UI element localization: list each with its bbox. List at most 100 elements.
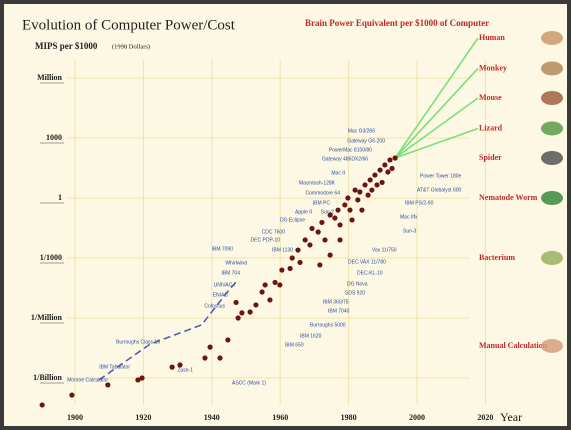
data-point bbox=[335, 207, 341, 213]
brain-level-icon bbox=[541, 31, 563, 45]
chart-title: Evolution of Computer Power/Cost bbox=[22, 17, 236, 33]
machine-label: Mac II bbox=[331, 170, 345, 176]
y-tick-label: 1000 bbox=[46, 133, 62, 142]
y-tick-label: Million bbox=[37, 73, 62, 82]
data-point bbox=[69, 392, 75, 398]
data-point bbox=[169, 364, 175, 370]
brain-level-icon bbox=[541, 91, 563, 105]
machine-label: Zuse-1 bbox=[177, 367, 193, 373]
grid bbox=[66, 60, 486, 405]
data-point bbox=[345, 195, 351, 201]
machine-label: IBM PC bbox=[313, 200, 331, 206]
data-point bbox=[302, 237, 308, 243]
brain-level-label: Bacterium bbox=[479, 253, 515, 262]
x-tick-label: 2000 bbox=[409, 413, 425, 422]
data-point bbox=[225, 337, 231, 343]
y-tick-label: 1/Billion bbox=[33, 373, 62, 382]
brain-level-label: Lizard bbox=[479, 123, 503, 132]
data-point bbox=[105, 382, 111, 388]
trend-extrapolation bbox=[394, 67, 479, 159]
data-point bbox=[317, 262, 323, 268]
brain-level-label: Mouse bbox=[479, 93, 502, 102]
trend-extrapolation bbox=[394, 127, 479, 159]
machine-label: IBM 1620 bbox=[300, 333, 322, 339]
machine-label: PowerMac 8100/80 bbox=[329, 147, 372, 153]
machine-label: Sun-2 bbox=[321, 209, 335, 215]
data-point bbox=[362, 182, 368, 188]
data-point bbox=[342, 202, 348, 208]
machine-label: Mac G3/266 bbox=[348, 128, 375, 134]
x-axis-label: Year bbox=[500, 410, 522, 424]
machine-label: IBM 7040 bbox=[328, 308, 350, 314]
data-point bbox=[247, 309, 253, 315]
data-point bbox=[327, 212, 333, 218]
right-title: Brain Power Equivalent per $1000 of Comp… bbox=[305, 18, 489, 28]
brain-level-icon bbox=[541, 191, 563, 205]
data-point bbox=[337, 237, 343, 243]
machine-label: Monroe Calculator bbox=[67, 377, 108, 383]
data-point bbox=[315, 229, 321, 235]
data-point bbox=[267, 297, 273, 303]
machine-label: Sun-3 bbox=[403, 228, 417, 234]
y-tick-label: 1 bbox=[58, 193, 62, 202]
brain-level-icon bbox=[541, 151, 563, 165]
machine-label: AT&T Globalyst 600 bbox=[417, 187, 461, 193]
x-tick-label: 1900 bbox=[67, 413, 83, 422]
brain-level-label: Nematode Worm bbox=[479, 193, 538, 202]
machine-label: UNIVAC I bbox=[214, 282, 235, 288]
data-point bbox=[359, 207, 365, 213]
machine-label: ENIAC bbox=[213, 292, 229, 298]
machine-label: IBM Tabulator bbox=[99, 364, 130, 370]
machine-label: Macintosh-128K bbox=[299, 180, 336, 186]
machine-label: IBM 360/75 bbox=[323, 299, 349, 305]
x-tick-label: 1980 bbox=[341, 413, 357, 422]
machine-label: DG Eclipse bbox=[280, 217, 305, 223]
y-tick-label: 1/Million bbox=[31, 313, 63, 322]
machine-label: ASCC (Mark 1) bbox=[232, 380, 266, 386]
data-point bbox=[322, 237, 328, 243]
data-point bbox=[235, 315, 241, 321]
y-tick-label: 1/1000 bbox=[40, 253, 62, 262]
data-point bbox=[369, 187, 375, 193]
machine-label: Gateway 486DX2/66 bbox=[322, 156, 368, 162]
data-point bbox=[297, 259, 303, 266]
brain-level-icon bbox=[541, 121, 563, 136]
brain-level-label: Human bbox=[479, 33, 505, 42]
subtitle-note: (1998 Dollars) bbox=[112, 43, 150, 50]
data-point bbox=[139, 375, 145, 381]
trend-extrapolation bbox=[394, 37, 479, 159]
machine-label: DEC VAX 11/780 bbox=[348, 259, 386, 265]
brain-level-icon bbox=[541, 61, 563, 76]
data-point bbox=[207, 344, 213, 350]
data-point bbox=[202, 355, 208, 361]
data-point bbox=[357, 189, 363, 195]
machine-label: Mac IIfx bbox=[400, 214, 418, 220]
machine-label: Vax 11/750 bbox=[372, 247, 397, 253]
data-point bbox=[289, 255, 295, 261]
data-point bbox=[253, 302, 259, 308]
data-point bbox=[389, 165, 395, 172]
data-point bbox=[307, 242, 313, 248]
brain-level-icon bbox=[541, 338, 563, 353]
subtitle: MIPS per $1000 bbox=[35, 41, 98, 51]
data-point bbox=[239, 310, 245, 316]
data-point bbox=[277, 282, 283, 288]
x-tick-label: 1940 bbox=[204, 413, 220, 422]
data-point bbox=[332, 215, 338, 221]
data-point bbox=[349, 217, 355, 223]
machine-label: Burroughs Class 16 bbox=[116, 339, 160, 345]
data-point bbox=[382, 162, 388, 168]
data-point bbox=[327, 252, 333, 258]
brain-level-label: Spider bbox=[479, 153, 502, 162]
data-point bbox=[272, 279, 278, 286]
machine-label: IBM 7090 bbox=[212, 246, 234, 252]
data-point bbox=[374, 182, 380, 188]
machine-label: DEC-KL-10 bbox=[357, 270, 383, 276]
data-point bbox=[352, 187, 358, 193]
data-point bbox=[379, 179, 385, 186]
data-point bbox=[387, 157, 393, 163]
data-point bbox=[233, 299, 239, 306]
data-point bbox=[367, 177, 373, 183]
data-point bbox=[177, 362, 183, 368]
